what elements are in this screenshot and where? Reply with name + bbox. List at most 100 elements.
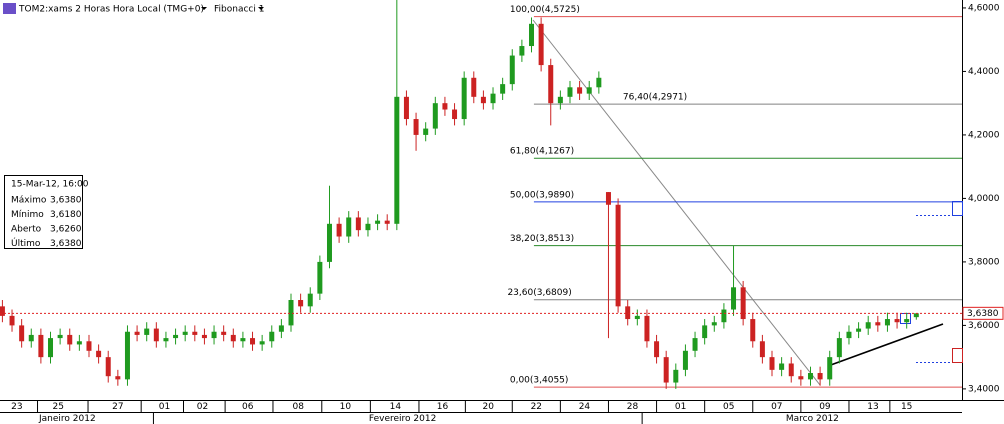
fib-label: 100,00(4,5725)	[510, 5, 580, 15]
candle-body	[346, 217, 352, 237]
candle-body	[509, 55, 515, 85]
candle-body	[240, 338, 246, 342]
candle-body	[86, 341, 92, 351]
candle-body	[230, 334, 236, 342]
candle-body	[38, 334, 44, 358]
candle-body	[884, 319, 890, 326]
candle-body	[192, 331, 198, 335]
info-date: 15-Mar-12, 16:00	[11, 180, 89, 190]
x-tick-label: 14	[390, 402, 402, 412]
fib-label: 38,20(3,8513)	[510, 234, 574, 244]
info-value: 3,6380	[50, 196, 82, 206]
candle-body	[807, 373, 813, 380]
candle-body	[875, 322, 881, 326]
candle-body	[769, 357, 775, 370]
candle-body	[856, 328, 862, 332]
x-tick-label: 02	[197, 402, 208, 412]
candle-body	[682, 350, 688, 370]
fib-label: 0,00(3,4055)	[510, 376, 569, 386]
candle-body	[836, 338, 842, 358]
candle-body	[326, 223, 332, 262]
candle-body	[298, 300, 304, 307]
candle-body	[817, 373, 823, 380]
candle-body	[48, 338, 54, 358]
candle-body	[759, 341, 765, 358]
trend-line[interactable]	[827, 323, 944, 367]
candle-body	[461, 77, 467, 120]
x-tick-label: 22	[531, 402, 542, 412]
candle-body	[827, 357, 833, 380]
fib-label: 61,80(4,1267)	[510, 147, 574, 157]
candle-body	[846, 331, 852, 339]
x-tick-label: 07	[771, 402, 782, 412]
candle-body	[9, 315, 15, 326]
candle-body	[596, 77, 602, 88]
y-tick-label: 4,4000	[968, 67, 1000, 77]
candle-body	[490, 93, 496, 104]
candle-body	[625, 306, 631, 320]
x-tick-label: 28	[627, 402, 639, 412]
candle-body	[663, 357, 669, 383]
candle-body	[221, 331, 227, 335]
x-tick-label: 01	[159, 402, 170, 412]
candle-body	[577, 87, 583, 94]
header-title[interactable]: TOM2:xams 2 Horas Hora Local (TMG+0)	[18, 5, 204, 15]
x-tick-label: 20	[482, 402, 494, 412]
candle-body	[692, 338, 698, 351]
candle-body	[423, 128, 429, 135]
candle-body	[557, 96, 563, 104]
candle-body	[567, 87, 573, 97]
candle-body	[163, 338, 169, 342]
candle-body	[105, 357, 111, 377]
candle-body	[586, 87, 592, 94]
candle-body	[394, 96, 400, 224]
candle-body	[0, 306, 5, 316]
candle-body	[124, 331, 130, 380]
candle-body	[134, 331, 140, 335]
candle-body	[288, 300, 294, 326]
y-tick-label: 4,2000	[968, 130, 1000, 140]
candle-body	[731, 287, 737, 310]
candle-body	[19, 325, 25, 342]
x-tick-label: 16	[437, 402, 449, 412]
y-tick-label: 4,6000	[968, 3, 1000, 13]
candle-body	[452, 109, 458, 120]
x-tick-label: 15	[901, 402, 912, 412]
last-price-label: 3,6380	[967, 309, 999, 319]
candle-body	[413, 119, 419, 135]
candle-body	[865, 322, 871, 329]
candle-body	[384, 220, 390, 224]
candle-body	[211, 331, 217, 339]
candle-body	[904, 319, 910, 323]
x-tick-label: 27	[112, 402, 123, 412]
candle-body	[153, 328, 159, 342]
candle-body	[702, 325, 708, 339]
info-label: Mínimo	[11, 210, 44, 220]
candle-body	[644, 315, 650, 342]
x-tick-label: 23	[11, 402, 22, 412]
candle-body	[67, 334, 73, 345]
alert-icon-up[interactable]	[952, 201, 963, 216]
info-value: 3,6260	[50, 225, 82, 235]
info-box	[4, 175, 83, 249]
candle-body	[336, 223, 342, 237]
last-price-box	[962, 306, 1004, 320]
fib-label: 50,00(3,9890)	[510, 190, 574, 200]
candle-body	[500, 84, 506, 94]
x-tick-label: 01	[675, 402, 686, 412]
candle-body	[269, 331, 275, 342]
info-value: 3,6380	[50, 239, 82, 249]
candle-body	[57, 334, 63, 339]
fib-label: 76,40(4,2971)	[623, 93, 687, 103]
symbol-icon[interactable]	[3, 3, 16, 14]
candle-body	[96, 350, 102, 358]
y-tick-label: 4,0000	[968, 194, 1000, 204]
info-value: 3,6180	[50, 210, 82, 220]
alert-icon-down[interactable]	[952, 348, 963, 363]
header-indicator[interactable]: Fibonacci 1	[214, 5, 264, 15]
candle-body	[548, 65, 554, 104]
x-tick-label: 09	[819, 402, 831, 412]
